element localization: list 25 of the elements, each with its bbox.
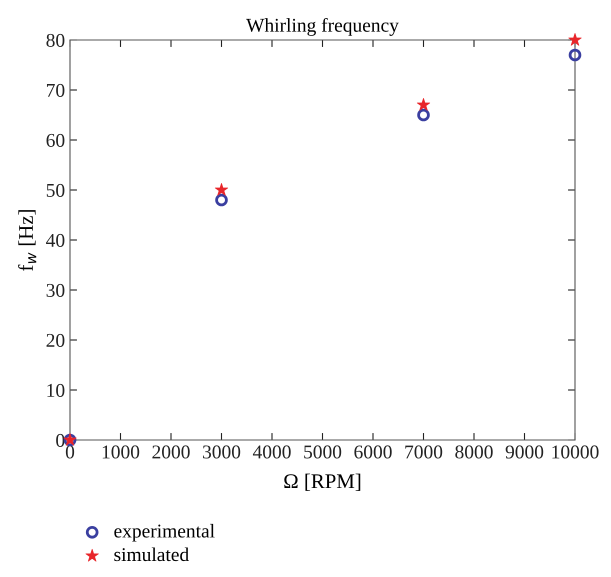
y-tick-label: 50 (46, 184, 64, 197)
x-tick-label: 6000 (354, 445, 392, 459)
legend-label: experimental (114, 524, 215, 542)
y-tick-label: 60 (46, 134, 64, 147)
x-tick-label: 7000 (405, 445, 442, 459)
legend-label: simulated (114, 547, 189, 562)
y-tick-label: 0 (56, 434, 64, 447)
y-tick-label: 10 (47, 384, 64, 397)
x-tick-label: 9000 (506, 445, 544, 459)
y-tick-label: 40 (46, 234, 64, 247)
x-tick-label: 4000 (252, 445, 291, 459)
y-tick-label: 30 (46, 284, 64, 297)
x-tick-label: 1000 (102, 445, 140, 459)
x-tick-label: 8000 (455, 445, 493, 459)
y-tick-label: 70 (46, 84, 64, 97)
x-tick-label: 0 (66, 445, 74, 459)
chart-title: Whirling frequency (246, 18, 399, 36)
y-axis-title: f$_{w}$ [Hz] (18, 210, 36, 271)
x-tick-label: 10000 (552, 445, 599, 459)
x-tick-label: 2000 (152, 445, 190, 459)
x-axis-title: Ω [RPM] (284, 474, 360, 491)
x-tick-label: 3000 (202, 445, 240, 459)
y-tick-label: 20 (46, 334, 64, 347)
y-tick-label: 80 (46, 34, 64, 47)
x-tick-label: 5000 (304, 445, 342, 459)
